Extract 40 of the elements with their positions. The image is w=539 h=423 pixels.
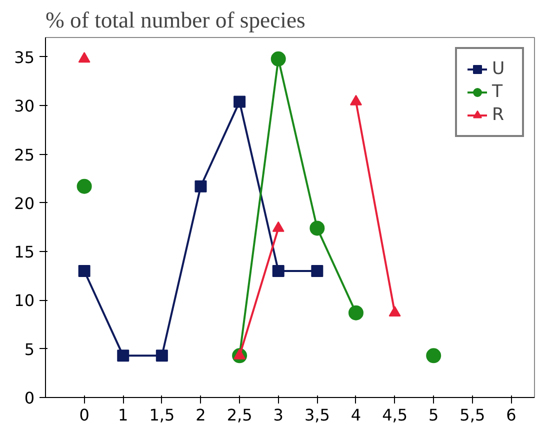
point: [270, 51, 286, 66]
x-tick-label: 0: [79, 406, 90, 423]
point: [311, 265, 324, 278]
x-tick-label: 4: [350, 406, 362, 423]
x-tick-label: 6: [506, 406, 516, 423]
point: [194, 180, 207, 192]
point: [388, 306, 401, 317]
point: [76, 178, 92, 194]
legend-label: U: [492, 59, 506, 79]
y-tick-label: 10: [14, 291, 34, 310]
y-tick-label: 35: [14, 48, 34, 67]
point: [348, 305, 364, 320]
x-tick-label: 5: [428, 406, 439, 423]
point: [310, 220, 325, 236]
point: [78, 265, 90, 278]
x-tick-label: 2,5: [226, 406, 252, 423]
y-tick-label: 0: [24, 388, 35, 408]
x-tick-label: 1,5: [149, 406, 175, 423]
y-tick-label: 5: [24, 340, 35, 359]
point: [426, 348, 442, 364]
x-tick-label: 4,5: [382, 406, 408, 423]
y-tick-label: 30: [14, 96, 34, 116]
point: [156, 350, 168, 362]
x-tick-label: 1: [118, 406, 128, 423]
x-tick-label: 3,5: [304, 406, 330, 423]
y-tick-label: 20: [14, 194, 34, 213]
legend-label: T: [492, 82, 504, 102]
chart-title: % of total number of species: [46, 8, 306, 32]
point: [234, 96, 246, 108]
point: [272, 265, 284, 278]
point: [272, 221, 284, 232]
point: [350, 94, 362, 106]
point: [117, 350, 130, 362]
x-tick-label: 5,5: [460, 406, 486, 423]
x-tick-label: 3: [273, 406, 284, 423]
legend-label: R: [492, 105, 506, 125]
x-tick-label: 2: [196, 406, 206, 423]
y-tick-label: 25: [14, 145, 34, 164]
point: [78, 52, 90, 63]
y-tick-label: 15: [14, 242, 34, 262]
